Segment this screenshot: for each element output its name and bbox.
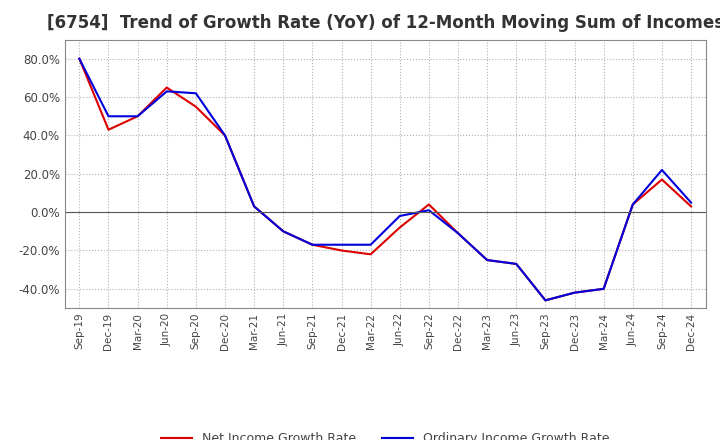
Ordinary Income Growth Rate [657,167,666,172]
Net Income Growth Rate [250,204,258,209]
Ordinary Income Growth Rate [250,204,258,209]
Line: Net Income Growth Rate: Net Income Growth Rate [79,59,691,301]
Net Income Growth Rate [454,231,462,236]
Net Income Growth Rate [308,242,317,247]
Ordinary Income Growth Rate [220,133,229,138]
Ordinary Income Growth Rate [483,257,492,263]
Net Income Growth Rate [483,257,492,263]
Ordinary Income Growth Rate [599,286,608,291]
Net Income Growth Rate [395,225,404,230]
Ordinary Income Growth Rate [75,56,84,62]
Net Income Growth Rate [163,85,171,90]
Net Income Growth Rate [75,56,84,62]
Ordinary Income Growth Rate [395,213,404,219]
Ordinary Income Growth Rate [687,200,696,205]
Ordinary Income Growth Rate [163,89,171,94]
Net Income Growth Rate [192,104,200,109]
Ordinary Income Growth Rate [454,231,462,236]
Ordinary Income Growth Rate [629,202,637,207]
Net Income Growth Rate [629,202,637,207]
Net Income Growth Rate [512,261,521,267]
Line: Ordinary Income Growth Rate: Ordinary Income Growth Rate [79,59,691,301]
Net Income Growth Rate [337,248,346,253]
Net Income Growth Rate [104,127,113,132]
Net Income Growth Rate [570,290,579,295]
Ordinary Income Growth Rate [366,242,375,247]
Ordinary Income Growth Rate [541,298,550,303]
Net Income Growth Rate [279,229,287,234]
Net Income Growth Rate [425,202,433,207]
Title: [6754]  Trend of Growth Rate (YoY) of 12-Month Moving Sum of Incomes: [6754] Trend of Growth Rate (YoY) of 12-… [47,15,720,33]
Ordinary Income Growth Rate [337,242,346,247]
Net Income Growth Rate [657,177,666,182]
Net Income Growth Rate [541,298,550,303]
Net Income Growth Rate [687,204,696,209]
Ordinary Income Growth Rate [425,208,433,213]
Legend: Net Income Growth Rate, Ordinary Income Growth Rate: Net Income Growth Rate, Ordinary Income … [156,427,614,440]
Ordinary Income Growth Rate [512,261,521,267]
Ordinary Income Growth Rate [133,114,142,119]
Net Income Growth Rate [133,114,142,119]
Net Income Growth Rate [220,133,229,138]
Net Income Growth Rate [366,252,375,257]
Ordinary Income Growth Rate [279,229,287,234]
Net Income Growth Rate [599,286,608,291]
Ordinary Income Growth Rate [104,114,113,119]
Ordinary Income Growth Rate [192,91,200,96]
Ordinary Income Growth Rate [570,290,579,295]
Ordinary Income Growth Rate [308,242,317,247]
